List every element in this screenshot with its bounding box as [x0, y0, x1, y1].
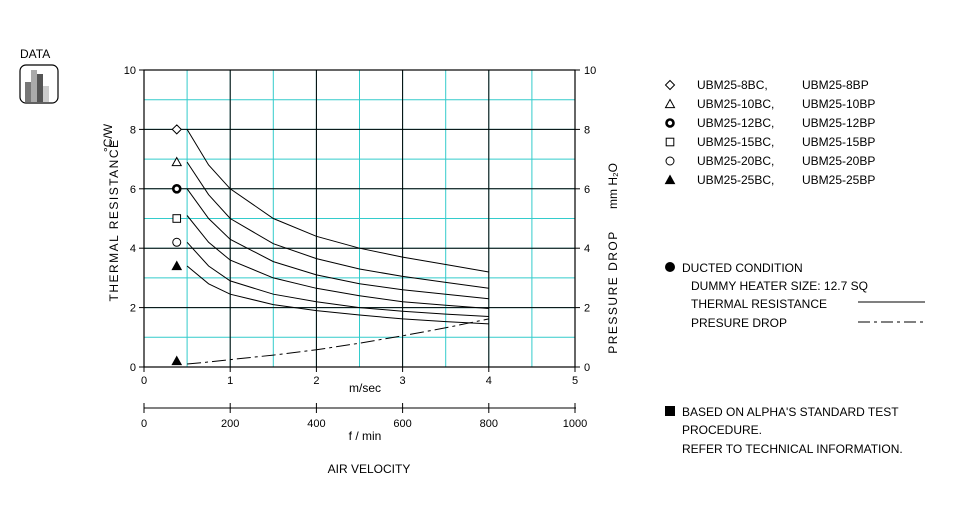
x-tick-label-ms: 0 [141, 375, 147, 387]
x-tick-label-ms: 3 [400, 375, 406, 387]
y-tick-label-right: 4 [584, 243, 590, 255]
y-tick-label-left: 6 [130, 184, 136, 196]
y-tick-label-left: 10 [124, 65, 136, 77]
legend-marker-circle [665, 156, 675, 166]
x-tick-label-ms: 2 [313, 375, 319, 387]
ducted-condition-title: DUCTED CONDITION [682, 261, 803, 275]
legend-label-alt: UBM25-25BP [802, 173, 875, 187]
y-tick-label-right: 8 [584, 124, 590, 136]
legend-label-alt: UBM25-15BP [802, 135, 875, 149]
legend-label: UBM25-25BC, [697, 173, 774, 187]
note-based-line2: PROCEDURE. [682, 423, 762, 437]
note-square-icon [665, 406, 675, 416]
legend-label: UBM25-15BC, [697, 135, 774, 149]
chart-markers [171, 124, 183, 366]
data-badge-label: DATA [20, 47, 50, 61]
y-right-axis-unit: mm H₂O [606, 163, 620, 209]
thermal-series-line-5 [186, 241, 489, 317]
chart-frame [143, 69, 576, 368]
y-tick-label-left: 2 [130, 303, 136, 315]
y-tick-label-right: 10 [584, 65, 596, 77]
series-marker-filled-triangle [171, 260, 183, 271]
thermal-series-line-1 [186, 129, 489, 273]
x-tick-label-fmin: 600 [393, 418, 411, 430]
x-tick-label-ms: 4 [486, 375, 492, 387]
legend-label-alt: UBM25-8BP [802, 78, 869, 92]
x-tick-label-fmin: 800 [480, 418, 498, 430]
y-tick-label-left: 4 [130, 243, 136, 255]
ducted-condition-icon [665, 262, 675, 272]
legend-marker-bold-circle [665, 118, 675, 128]
chart-legend: UBM25-8BC, UBM25-8BP UBM25-10BC, UBM25-10BP… [664, 78, 875, 187]
x-tick-label-fmin: 400 [307, 418, 325, 430]
y-tick-label-right: 2 [584, 303, 590, 315]
note-based-line3: REFER TO TECHNICAL INFORMATION. [682, 442, 903, 456]
series-marker-filled-triangle [171, 355, 183, 366]
legend-label: UBM25-20BC, [697, 154, 774, 168]
y-right-axis-label: PRESSURE DROP [606, 230, 620, 354]
series-marker-triangle [171, 156, 183, 167]
x-tick-label-ms: 5 [572, 375, 578, 387]
chart-series [186, 129, 489, 365]
x-tick-label-fmin: 1000 [563, 418, 587, 430]
data-badge: DATA [19, 47, 59, 104]
legend-label-alt: UBM25-12BP [802, 116, 875, 130]
badge-bar-2 [31, 70, 37, 102]
series-marker-diamond [171, 124, 182, 135]
series-marker-bold-circle [171, 184, 182, 194]
condition-notes: DUCTED CONDITION DUMMY HEATER SIZE: 12.7… [665, 261, 925, 456]
plot-border [143, 69, 576, 368]
legend-label: UBM25-12BC, [697, 116, 774, 130]
badge-bar-3 [37, 74, 43, 102]
pressure-drop-line [187, 318, 489, 365]
y-tick-label-left: 0 [130, 362, 136, 374]
y-tick-label-right: 6 [584, 184, 590, 196]
pressure-line-label: PRESURE DROP [691, 316, 787, 330]
series-marker-circle [172, 237, 182, 247]
y-left-axis-unit: °C/W [101, 123, 115, 152]
badge-bar-1 [25, 82, 31, 102]
legend-marker-filled-triangle [664, 174, 676, 185]
thermal-series-line-2 [186, 161, 489, 289]
legend-label-alt: UBM25-20BP [802, 154, 875, 168]
x-axis-caption: AIR VELOCITY [328, 462, 411, 476]
dummy-heater-size: DUMMY HEATER SIZE: 12.7 SQ [691, 279, 868, 293]
y-tick-label-left: 8 [130, 124, 136, 136]
note-based-line1: BASED ON ALPHA'S STANDARD TEST [682, 405, 899, 419]
x-tick-label-fmin: 0 [141, 418, 147, 430]
legend-marker-square [665, 137, 675, 147]
legend-label: UBM25-10BC, [697, 97, 774, 111]
x-axis-label-ms: m/sec [349, 381, 381, 395]
x-axis-label-fmin: f / min [349, 429, 382, 443]
y-left-axis-label: THERMAL RESISTANCE [107, 138, 121, 301]
series-marker-square [172, 214, 182, 223]
thermal-series-line-3 [186, 188, 489, 300]
legend-marker-diamond [664, 79, 676, 91]
thermal-line-label: THERMAL RESISTANCE [691, 297, 827, 311]
x-tick-label-ms: 1 [227, 375, 233, 387]
y-tick-label-right: 0 [584, 362, 590, 374]
thermal-series-line-4 [186, 215, 489, 309]
legend-label: UBM25-8BC, [697, 78, 768, 92]
legend-marker-triangle [664, 98, 676, 109]
x-tick-label-fmin: 200 [221, 418, 239, 430]
badge-bar-4 [43, 86, 49, 102]
thermal-series-line-6 [186, 265, 489, 325]
legend-label-alt: UBM25-10BP [802, 97, 875, 111]
